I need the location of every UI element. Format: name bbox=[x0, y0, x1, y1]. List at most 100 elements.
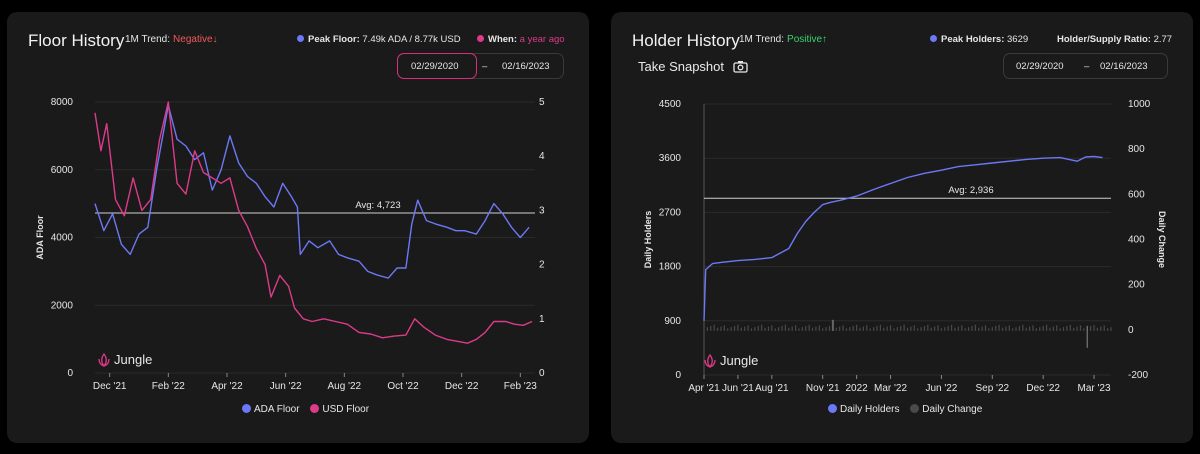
floor-history-chart: 8000 6000 4000 2000 0 5 4 3 2 1 0 Dec '21 Feb '22 Apr… bbox=[35, 97, 545, 392]
holder-peak-dot-icon bbox=[930, 35, 937, 42]
usd-legend-dot-icon bbox=[310, 404, 320, 413]
average-label: Avg: 4,723 bbox=[355, 200, 400, 211]
holder-history-title: Holder History bbox=[632, 31, 740, 50]
x-tick-label: Aug '21 bbox=[755, 383, 789, 394]
x-tick-label: Dec '22 bbox=[1026, 383, 1060, 394]
peak-dot-icon bbox=[297, 35, 304, 42]
holder-date-from[interactable]: 02/29/2020 bbox=[1016, 61, 1064, 72]
floor-date-range[interactable]: 02/29/2020 – 02/16/2023 bbox=[397, 53, 564, 79]
holder-brand: Jungle bbox=[703, 353, 759, 369]
x-tick-label: Feb '22 bbox=[152, 381, 185, 392]
y-tick-label: 8000 bbox=[51, 97, 74, 108]
holder-history-panel: Holder History 1M Trend: Positive↑ Peak H… bbox=[611, 12, 1193, 443]
floor-trend: 1M Trend: Negative↓ bbox=[125, 34, 218, 45]
holder-brand-label: Jungle bbox=[720, 353, 759, 368]
holder-history-chart: 4500 3600 2700 1800 900 0 1000 800 600 400 200 0 -20… bbox=[643, 99, 1167, 394]
floor-history-panel: Floor History 1M Trend: Negative↓ Peak Fl… bbox=[7, 12, 589, 443]
x-tick-label: Dec '22 bbox=[445, 381, 479, 392]
ada-legend-dot-icon bbox=[242, 404, 251, 413]
x-tick-label: Jun '21 bbox=[722, 383, 754, 394]
floor-history-title: Floor History bbox=[28, 31, 125, 50]
x-tick-label: Aug '22 bbox=[328, 381, 362, 392]
holder-peak-stat: Peak Holders: 3629 bbox=[930, 34, 1028, 45]
y2-tick-label: 2 bbox=[539, 260, 545, 271]
x-tick-label: Feb '23 bbox=[504, 381, 537, 392]
jungle-logo-icon bbox=[704, 353, 716, 369]
holder-ratio-value: 2.77 bbox=[1153, 34, 1173, 45]
floor-trend-value: Negative↓ bbox=[173, 34, 218, 45]
y2-tick-label: 3 bbox=[539, 205, 545, 216]
x-tick-label: Dec '21 bbox=[93, 381, 127, 392]
floor-date-from-box[interactable] bbox=[397, 53, 477, 79]
legend-holders-label: Daily Holders bbox=[840, 404, 900, 415]
holder-date-range[interactable]: 02/29/2020 – 02/16/2023 bbox=[1003, 53, 1168, 79]
y2-tick-label: 200 bbox=[1128, 280, 1145, 291]
y2-tick-label: 800 bbox=[1128, 144, 1145, 155]
camera-icon bbox=[732, 61, 748, 73]
legend-item-daily-change[interactable]: Daily Change bbox=[910, 404, 982, 415]
floor-when-value: a year ago bbox=[519, 34, 565, 45]
holder-date-sep: – bbox=[1084, 61, 1090, 72]
take-snapshot-label: Take Snapshot bbox=[638, 59, 725, 74]
holder-date-to[interactable]: 02/16/2023 bbox=[1100, 61, 1148, 72]
holder-trend-label: 1M Trend: bbox=[739, 34, 785, 45]
legend-item-ada[interactable]: ADA Floor bbox=[242, 404, 300, 415]
holder-ratio-stat: Holder/Supply Ratio: 2.77 bbox=[1057, 34, 1172, 45]
floor-date-to[interactable]: 02/16/2023 bbox=[502, 61, 550, 72]
y-axis-label: Daily Holders bbox=[643, 211, 653, 269]
x-tick-label: Mar '22 bbox=[874, 383, 907, 394]
floor-when-stat: When: a year ago bbox=[477, 34, 565, 45]
y-tick-label: 4000 bbox=[51, 233, 74, 244]
holder-peak-value: 3629 bbox=[1007, 34, 1029, 45]
x-tick-label: Apr '21 bbox=[688, 383, 720, 394]
y2-tick-label: 600 bbox=[1128, 189, 1145, 200]
y-axis-label: ADA Floor bbox=[35, 215, 45, 260]
y-tick-label: 2700 bbox=[659, 207, 682, 218]
y2-tick-label: 0 bbox=[1128, 325, 1134, 336]
ada-floor-line bbox=[94, 104, 530, 279]
x-tick-label: Jun '22 bbox=[270, 381, 302, 392]
y-tick-label: 0 bbox=[67, 368, 73, 379]
legend-item-daily-holders[interactable]: Daily Holders bbox=[828, 404, 899, 415]
holder-ratio-label: Holder/Supply Ratio: bbox=[1057, 34, 1151, 45]
floor-brand: Jungle bbox=[97, 352, 152, 368]
usd-floor-line bbox=[94, 101, 533, 344]
take-snapshot-button[interactable]: Take Snapshot bbox=[638, 59, 748, 74]
x-tick-label: Nov '21 bbox=[806, 383, 840, 394]
y2-tick-label: 4 bbox=[539, 151, 545, 162]
floor-date-sep: – bbox=[482, 61, 488, 72]
x-tick-label: Mar '23 bbox=[1078, 383, 1111, 394]
y-tick-label: 0 bbox=[675, 370, 681, 381]
x-tick-label: Apr '22 bbox=[211, 381, 243, 392]
floor-when-label: When: bbox=[488, 34, 518, 45]
legend-item-usd[interactable]: USD Floor bbox=[310, 404, 369, 415]
y-tick-label: 1800 bbox=[659, 262, 682, 273]
x-tick-label: Sep '22 bbox=[975, 383, 1009, 394]
floor-trend-label: 1M Trend: bbox=[125, 34, 171, 45]
y-tick-label: 900 bbox=[664, 316, 681, 327]
average-label: Avg: 2,936 bbox=[948, 185, 993, 196]
x-tick-label: 2022 bbox=[846, 383, 869, 394]
floor-peak-stat: Peak Floor: 7.49k ADA / 8.77k USD bbox=[297, 34, 461, 45]
daily-holders-line bbox=[703, 155, 1103, 321]
when-dot-icon bbox=[477, 35, 484, 42]
y2-tick-label: 5 bbox=[539, 97, 545, 108]
holder-trend-value: Positive↑ bbox=[787, 34, 828, 45]
legend-ada-label: ADA Floor bbox=[254, 404, 300, 415]
legend-change-label: Daily Change bbox=[922, 404, 983, 415]
floor-date-from[interactable]: 02/29/2020 bbox=[411, 61, 459, 72]
y2-tick-label: -200 bbox=[1128, 370, 1148, 381]
x-tick-label: Jun '22 bbox=[925, 383, 957, 394]
holders-legend-dot-icon bbox=[828, 404, 837, 413]
y-tick-label: 3600 bbox=[659, 153, 682, 164]
x-tick-label: Oct '22 bbox=[387, 381, 419, 392]
holder-trend: 1M Trend: Positive↑ bbox=[739, 34, 827, 45]
jungle-logo-icon bbox=[98, 352, 110, 368]
y-tick-label: 2000 bbox=[51, 300, 74, 311]
floor-peak-label: Peak Floor: bbox=[308, 34, 360, 45]
y2-tick-label: 1 bbox=[539, 314, 545, 325]
holder-legend: Daily Holders Daily Change bbox=[828, 404, 990, 415]
y-tick-label: 4500 bbox=[659, 99, 682, 110]
y2-tick-label: 1000 bbox=[1128, 99, 1151, 110]
y2-tick-label: 400 bbox=[1128, 235, 1145, 246]
